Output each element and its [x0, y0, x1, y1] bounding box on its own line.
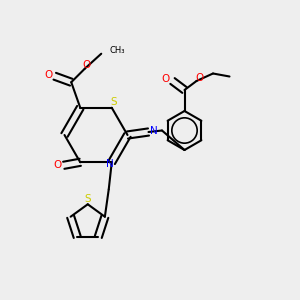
Text: N: N — [106, 159, 114, 169]
Text: O: O — [53, 160, 61, 170]
Text: S: S — [110, 97, 117, 107]
Text: S: S — [84, 194, 91, 204]
Text: O: O — [44, 70, 52, 80]
Text: O: O — [162, 74, 170, 85]
Text: O: O — [195, 73, 204, 83]
Text: O: O — [83, 60, 91, 70]
Text: N: N — [150, 125, 158, 136]
Text: CH₃: CH₃ — [110, 46, 125, 55]
